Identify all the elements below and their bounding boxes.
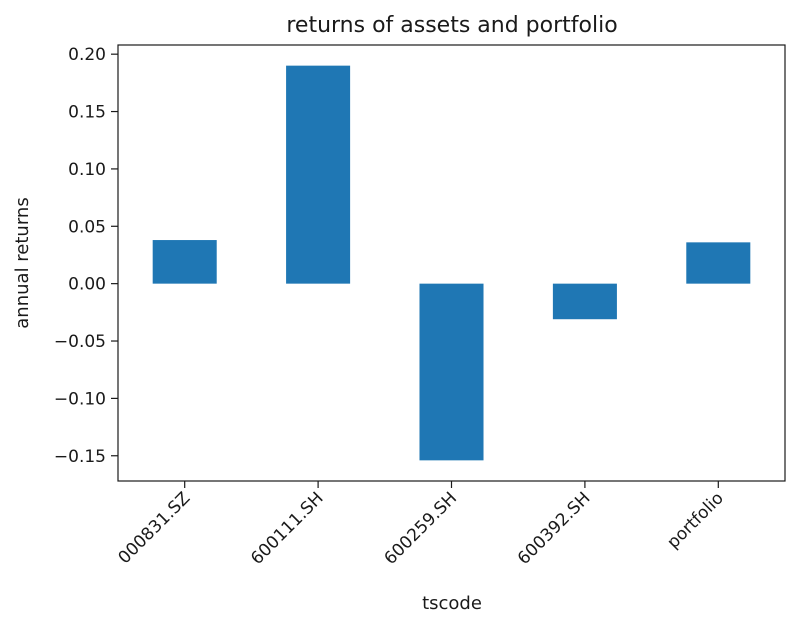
x-axis-label: tscode	[422, 593, 482, 614]
x-tick-label: portfolio	[663, 488, 727, 552]
x-tick-label: 600259.SH	[381, 488, 462, 569]
bar-portfolio	[686, 242, 751, 284]
x-tick-label: 600111.SH	[247, 488, 328, 569]
y-tick-label: 0.20	[68, 45, 106, 65]
plot-area: 0.20 0.15 0.10 0.05 0.00 −0.05 −0.10 −0.15 00083…	[54, 44, 786, 569]
bar-600392-sh	[552, 283, 617, 320]
y-tick-label: 0.10	[68, 160, 106, 180]
x-tick-label: 600392.SH	[514, 488, 595, 569]
x-tick-label: 000831.SZ	[115, 488, 195, 568]
y-axis-label: annual returns	[12, 197, 33, 328]
chart-title: returns of assets and portfolio	[286, 13, 617, 38]
y-tick-label: −0.05	[54, 332, 106, 352]
bar-600111-sh	[286, 65, 351, 284]
y-tick-label: 0.00	[68, 275, 106, 295]
y-tick-label: 0.15	[68, 103, 106, 123]
bar-600259-sh	[419, 283, 484, 461]
bar-000831-sz	[152, 240, 217, 284]
y-tick-label: 0.05	[68, 217, 106, 237]
y-tick-label: −0.10	[54, 389, 106, 409]
y-tick-label: −0.15	[54, 447, 106, 467]
